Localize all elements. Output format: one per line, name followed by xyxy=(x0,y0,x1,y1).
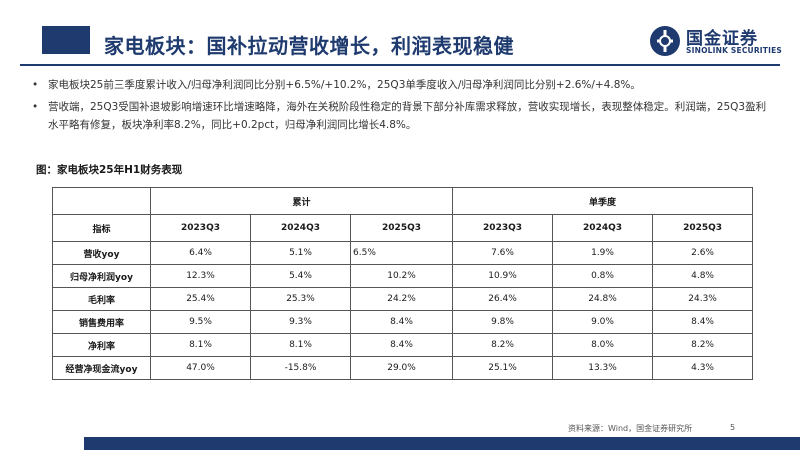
table-row: 销售费用率 9.5% 9.3% 8.4% 9.8% 9.0% 8.4% xyxy=(52,310,754,334)
title-divider xyxy=(20,64,780,66)
bullet-dot-icon: • xyxy=(32,79,39,91)
financial-table: 累计 单季度 指标 2023Q3 2024Q3 2025Q3 2023Q3 20… xyxy=(52,187,754,380)
table-cell: 5.1% xyxy=(250,241,351,265)
guojin-logo-icon xyxy=(650,26,680,56)
table-row: 毛利率 25.4% 25.3% 24.2% 26.4% 24.8% 24.3% xyxy=(52,287,754,311)
logo-name-en: SINOLINK SECURITIES xyxy=(686,46,783,55)
row-label: 经营净现金流yoy xyxy=(52,356,151,380)
table-cell: 9.3% xyxy=(250,310,351,334)
source-note: 资料来源：Wind，国金证券研究所 xyxy=(568,424,693,433)
table-cell: 1.9% xyxy=(552,241,654,265)
table-sub-header-row: 指标 2023Q3 2024Q3 2025Q3 2023Q3 2024Q3 20… xyxy=(52,214,754,242)
table-cell: 4.3% xyxy=(652,356,754,380)
table-cell: 25.3% xyxy=(250,287,351,311)
table-cell: 29.0% xyxy=(349,356,454,380)
row-label: 毛利率 xyxy=(52,287,151,311)
table-cell: 8.4% xyxy=(349,333,454,357)
table-cell: 0.8% xyxy=(552,264,654,288)
corner-label: 指标 xyxy=(52,214,151,242)
group-header-quarterly: 单季度 xyxy=(452,187,754,215)
bullet-item: • 营收端，25Q3受国补退坡影响增速环比增速略降，海外在关税阶段性稳定的背景下… xyxy=(30,98,770,134)
column-header: 2024Q3 xyxy=(250,214,351,242)
bullet-dot-icon: • xyxy=(32,101,39,113)
table-cell: -15.8% xyxy=(250,356,351,380)
bullet-text: 营收端，25Q3受国补退坡影响增速环比增速略降，海外在关税阶段性稳定的背景下部分… xyxy=(48,101,767,131)
table-cell: 8.4% xyxy=(652,310,754,334)
company-logo: 国金证券 SINOLINK SECURITIES xyxy=(648,22,788,62)
table-cell: 24.8% xyxy=(552,287,654,311)
table-cell: 8.2% xyxy=(452,333,554,357)
logo-name-cn: 国金证券 xyxy=(686,29,758,49)
table-cell: 8.2% xyxy=(652,333,754,357)
summary-bullets: • 家电板块25前三季度累计收入/归母净利润同比分别+6.5%/+10.2%，2… xyxy=(30,76,770,138)
table-row: 营收yoy 6.4% 5.1% 6.5% 7.6% 1.9% 2.6% xyxy=(52,241,754,265)
table-cell: 5.4% xyxy=(250,264,351,288)
group-header-cumulative: 累计 xyxy=(149,187,454,215)
table-cell: 12.3% xyxy=(150,264,251,288)
row-label: 归母净利润yoy xyxy=(52,264,151,288)
table-cell: 4.8% xyxy=(652,264,754,288)
table-cell: 24.3% xyxy=(652,287,754,311)
column-header: 2025Q3 xyxy=(349,214,454,242)
footer-bar xyxy=(84,437,800,450)
table-cell: 25.1% xyxy=(452,356,554,380)
table-cell: 9.5% xyxy=(150,310,251,334)
table-cell: 10.9% xyxy=(452,264,554,288)
bullet-text: 家电板块25前三季度累计收入/归母净利润同比分别+6.5%/+10.2%，25Q… xyxy=(48,79,641,91)
bullet-item: • 家电板块25前三季度累计收入/归母净利润同比分别+6.5%/+10.2%，2… xyxy=(30,76,770,94)
page-title: 家电板块：国补拉动营收增长，利润表现稳健 xyxy=(104,34,514,58)
table-cell: 25.4% xyxy=(150,287,251,311)
page-number: 5 xyxy=(730,423,736,432)
table-corner-empty xyxy=(52,187,151,215)
table-cell: 10.2% xyxy=(349,264,454,288)
table-cell: 6.5% xyxy=(349,241,454,265)
title-accent-block xyxy=(42,26,90,54)
column-header: 2023Q3 xyxy=(150,214,251,242)
table-cell: 8.0% xyxy=(552,333,654,357)
table-cell: 9.8% xyxy=(452,310,554,334)
row-label: 净利率 xyxy=(52,333,151,357)
table-row: 归母净利润yoy 12.3% 5.4% 10.2% 10.9% 0.8% 4.8… xyxy=(52,264,754,288)
table-cell: 9.0% xyxy=(552,310,654,334)
table-cell: 8.1% xyxy=(250,333,351,357)
column-header: 2025Q3 xyxy=(652,214,754,242)
column-header: 2023Q3 xyxy=(452,214,554,242)
table-cell: 24.2% xyxy=(349,287,454,311)
table-cell: 7.6% xyxy=(452,241,554,265)
table-cell: 13.3% xyxy=(552,356,654,380)
table-cell: 2.6% xyxy=(652,241,754,265)
table-cell: 8.4% xyxy=(349,310,454,334)
figure-title: 图：家电板块25年H1财务表现 xyxy=(36,164,183,176)
table-row: 经营净现金流yoy 47.0% -15.8% 29.0% 25.1% 13.3%… xyxy=(52,356,754,380)
column-header: 2024Q3 xyxy=(552,214,654,242)
table-row: 净利率 8.1% 8.1% 8.4% 8.2% 8.0% 8.2% xyxy=(52,333,754,357)
table-cell: 6.4% xyxy=(150,241,251,265)
table-group-header-row: 累计 单季度 xyxy=(52,187,754,215)
table-cell: 8.1% xyxy=(150,333,251,357)
row-label: 销售费用率 xyxy=(52,310,151,334)
table-cell: 47.0% xyxy=(150,356,251,380)
table-cell: 26.4% xyxy=(452,287,554,311)
row-label: 营收yoy xyxy=(52,241,151,265)
